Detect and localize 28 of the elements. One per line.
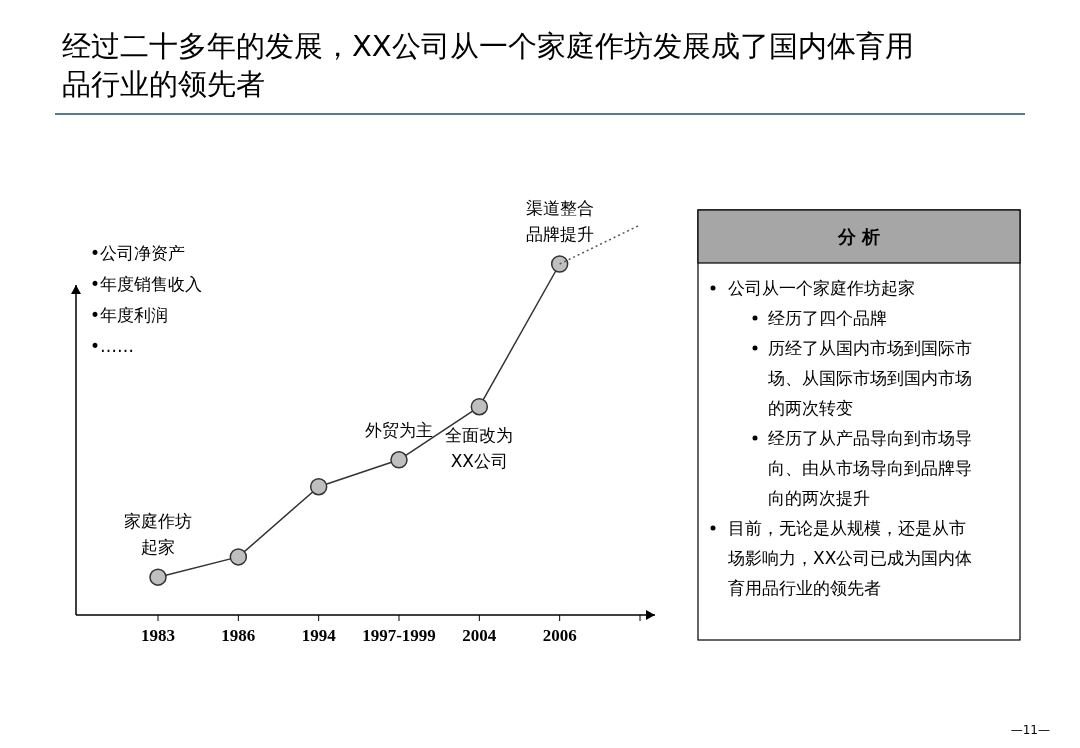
- point: [550, 255, 569, 273]
- point: [470, 397, 489, 416]
- point: [309, 477, 328, 496]
- x-tick-label: 1997-1999: [362, 626, 436, 645]
- text: 分 析: [836, 226, 881, 247]
- annotation: 渠道整合品牌提升: [525, 198, 594, 244]
- point: [149, 568, 167, 586]
- point: [390, 451, 408, 469]
- annotation: •公司净资产: [90, 243, 186, 263]
- annotation: •年度利润: [90, 305, 169, 325]
- x-tick-label: 1983: [141, 626, 175, 645]
- x-tick-label: 2004: [462, 626, 497, 645]
- annotation: 外贸为主: [365, 419, 433, 440]
- text: 经历了从产品导向到市场导向、由从市场导向到品牌导向的两次提升: [768, 428, 972, 508]
- annotation: 全面改为XX公司: [445, 424, 514, 471]
- text: 公司从一个家庭作坊起家: [728, 278, 915, 298]
- chart-title: 经过二十多年的发展，XX公司从一个家庭作坊发展成了国内体育用品行业的领先者: [62, 29, 914, 101]
- text: —11—: [1010, 723, 1050, 737]
- annotation: 家庭作坊起家: [124, 511, 192, 558]
- annotation: •年度销售收入: [90, 274, 203, 294]
- text: 经历了四个品牌: [768, 308, 887, 328]
- point: [229, 548, 248, 566]
- text: 目前，无论是从规模，还是从市场影响力，XX公司已成为国内体育用品行业的领先者: [727, 518, 973, 598]
- x-tick-label: 2006: [542, 626, 577, 645]
- x-tick-label: 1994: [301, 626, 337, 645]
- x-tick-label: 1986: [221, 626, 256, 645]
- annotation: •……: [90, 336, 135, 356]
- text: 历经了从国内市场到国际市场、从国际市场到国内市场的两次转变: [767, 338, 972, 418]
